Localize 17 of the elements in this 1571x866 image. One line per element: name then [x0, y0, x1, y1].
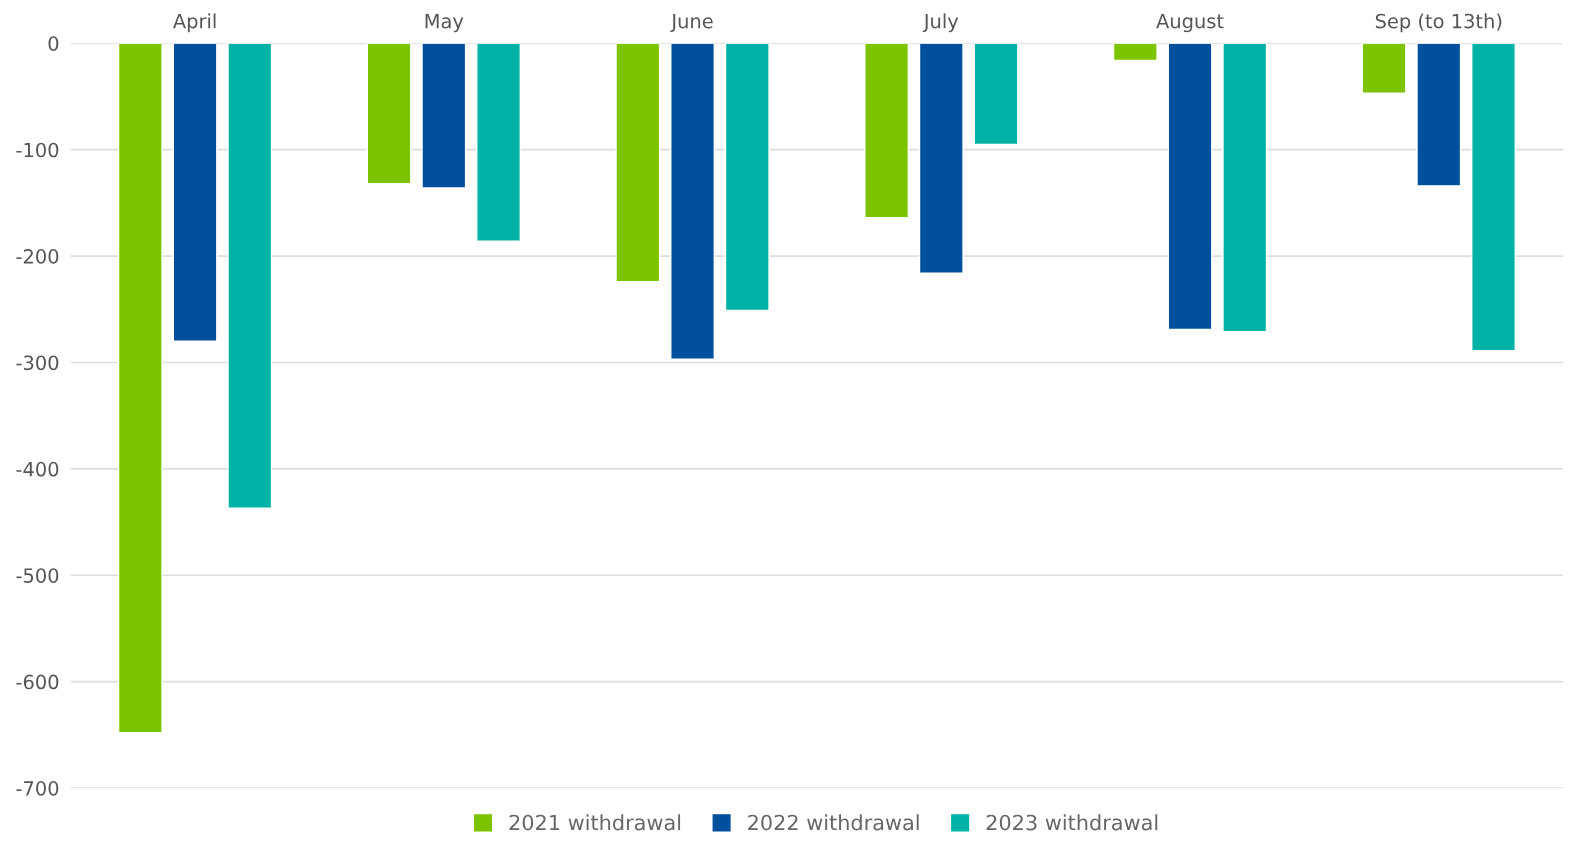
legend-label: 2021 withdrawal	[509, 814, 681, 831]
y-tick-label: -500	[16, 568, 59, 583]
y-tick-label: 0	[48, 36, 59, 51]
y-tick-label: -600	[16, 674, 59, 690]
x-tick-label: April	[173, 13, 216, 33]
y-tick-label: -200	[16, 249, 59, 264]
x-tick-label: Sep (to 13th)	[1375, 13, 1502, 33]
y-tick-label: -300	[16, 355, 59, 371]
y-tick-label: -400	[16, 461, 59, 477]
x-tick-label: July	[922, 13, 959, 33]
legend-label: 2023 withdrawal	[986, 814, 1158, 831]
y-tick-label: -100	[16, 142, 59, 158]
x-tick-label: June	[670, 13, 713, 33]
x-tick-label: May	[425, 13, 464, 33]
legend-label: 2022 withdrawal	[748, 814, 919, 831]
y-tick-label: -700	[16, 781, 59, 796]
x-tick-label: August	[1156, 13, 1224, 33]
